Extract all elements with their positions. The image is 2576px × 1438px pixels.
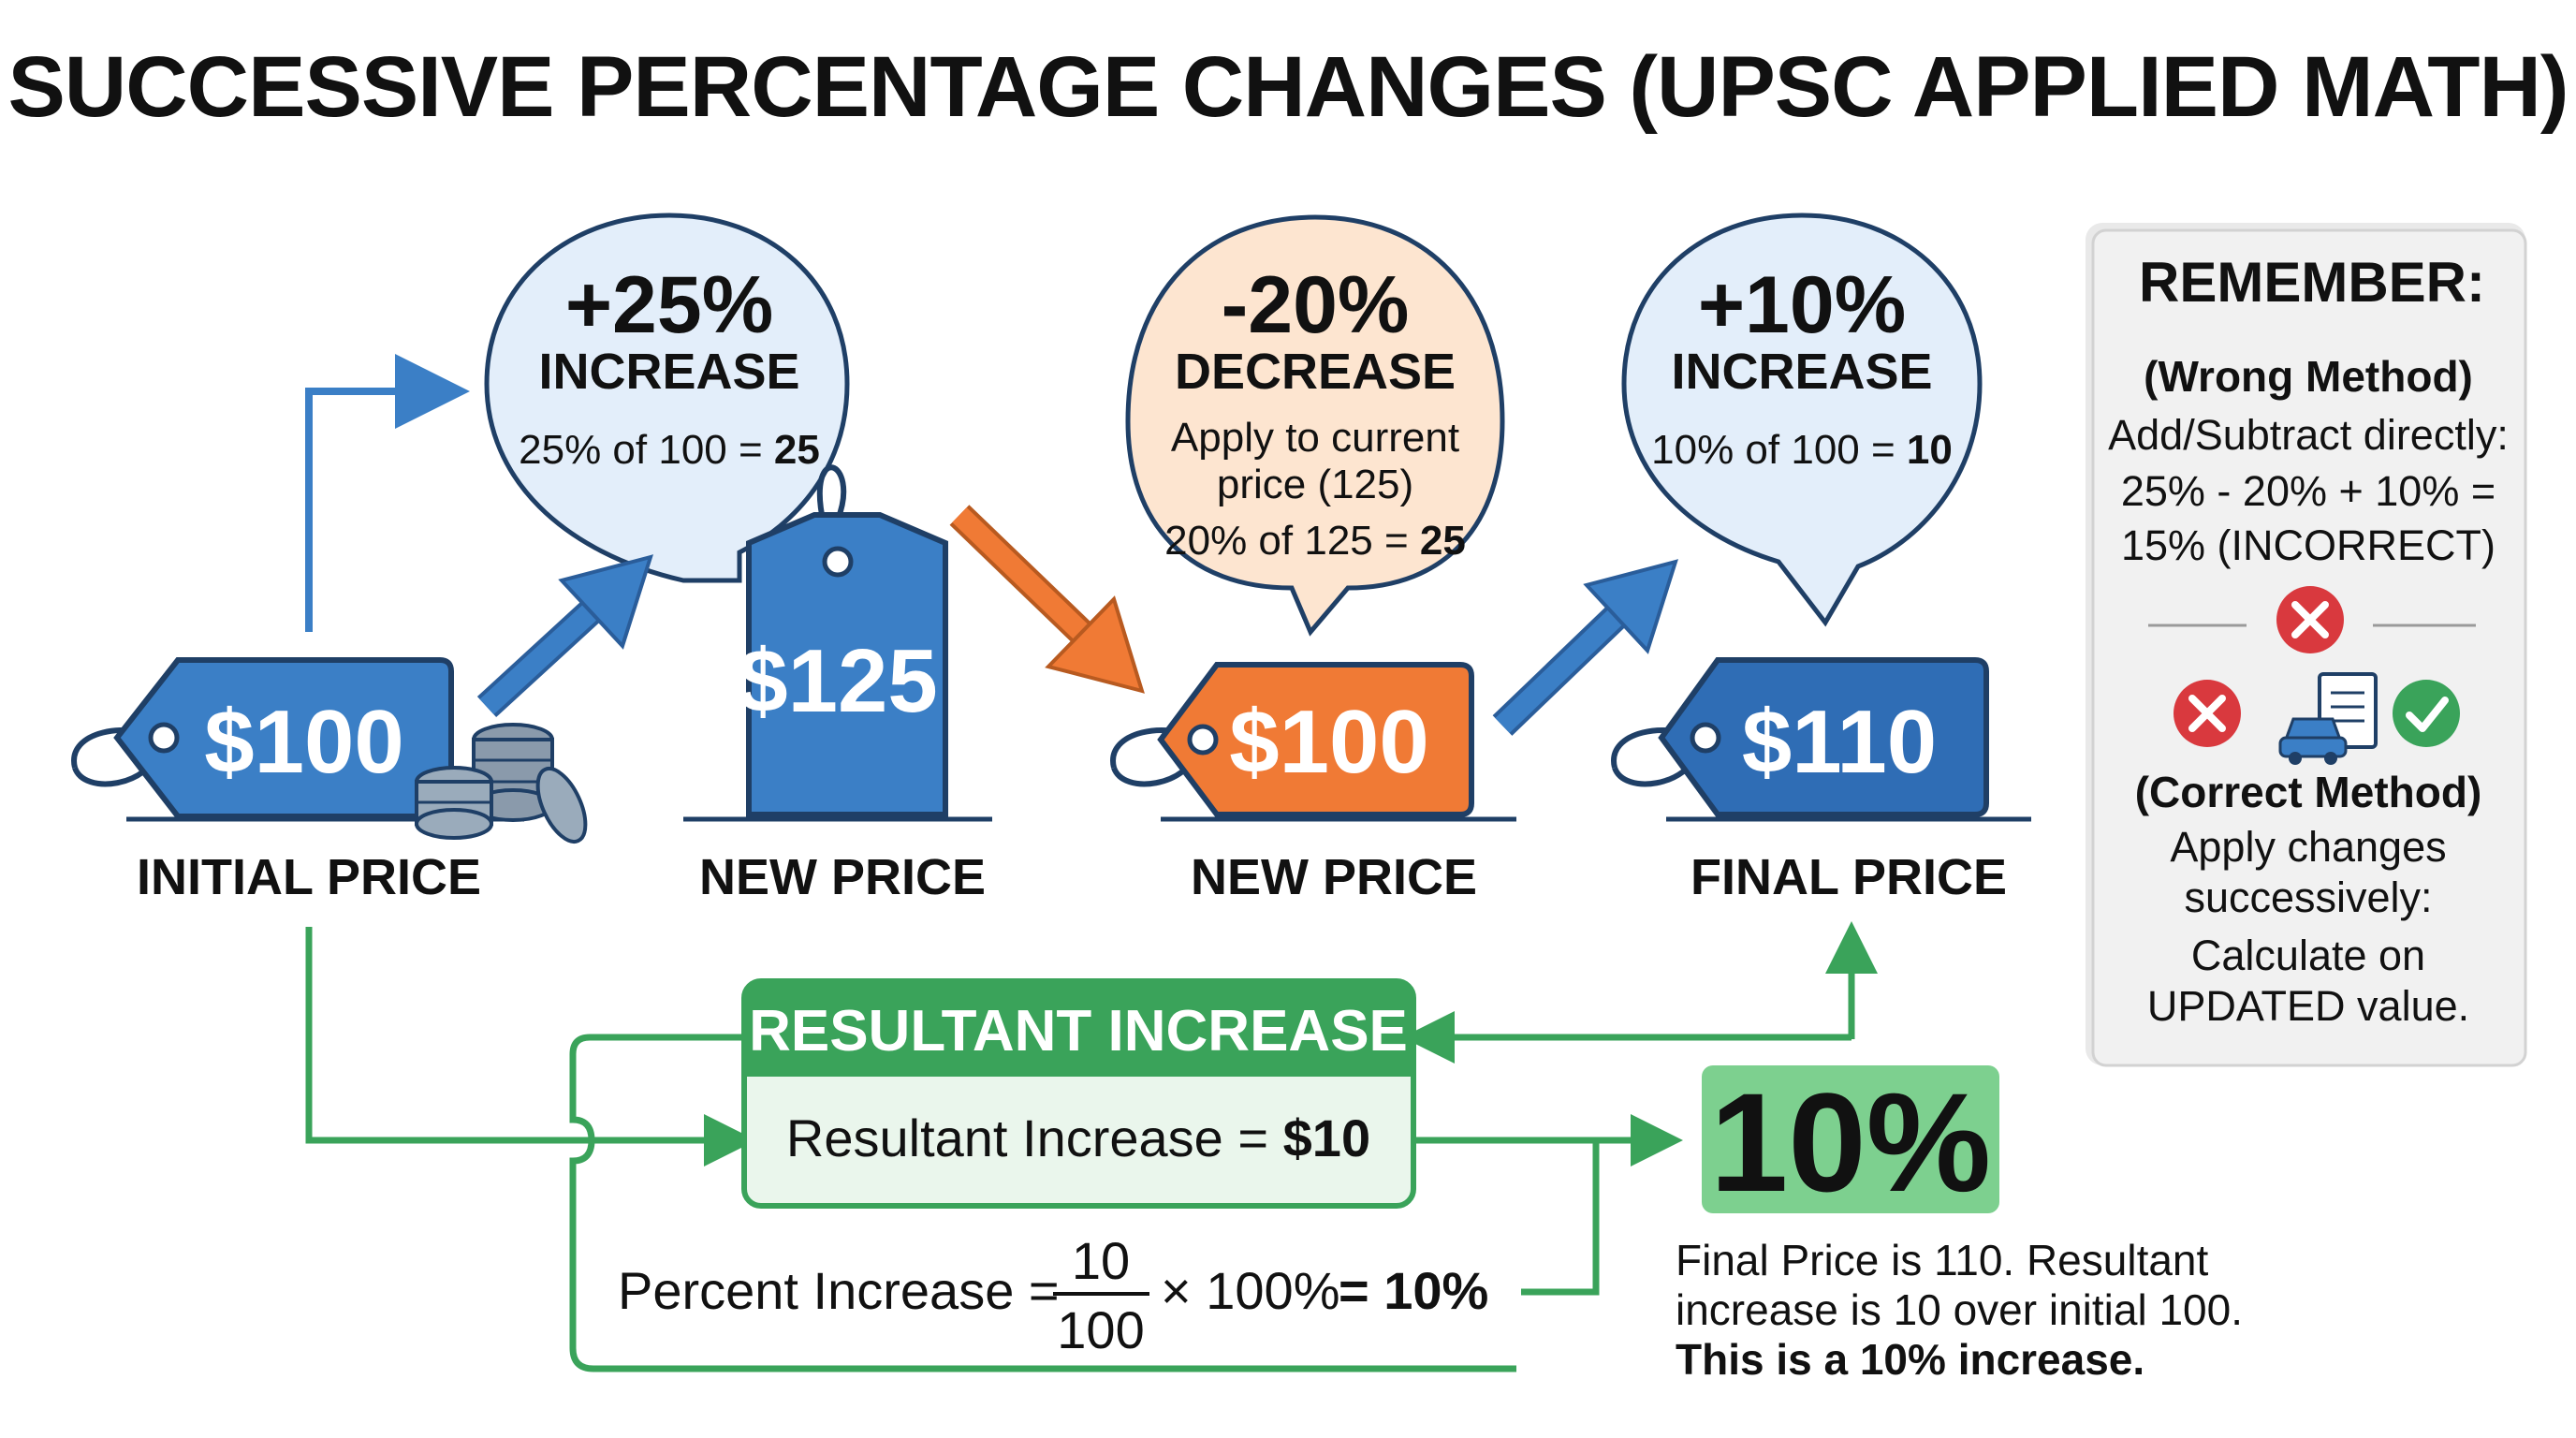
coin-stack-icon [415,723,588,844]
bubble-2-calc: 20% of 125 = 25 [1164,518,1466,564]
remember-panel: REMEMBER: (Wrong Method) Add/Subtract di… [2086,223,2527,1067]
x-icon [2276,586,2344,653]
page-title: SUCCESSIVE PERCENTAGE CHANGES (UPSC APPL… [7,39,2568,135]
price-tag-125-value: $125 [738,631,938,731]
diagonal-down-arrow-icon [949,505,1145,694]
price-tag-final: $110 [1611,657,1989,817]
bubble-2-label: DECREASE [1175,344,1456,400]
correct-method-line-3: Calculate on [2191,932,2425,979]
formula-prefix: Percent Increase = [618,1261,1060,1320]
label-new-price-2: NEW PRICE [1191,849,1477,905]
up-right-arrow-icon [305,354,470,632]
bubble-2-percent: -20% [1222,260,1410,350]
formula-numerator: 10 [1072,1231,1130,1290]
price-tag-new-125: $125 [738,464,948,817]
correct-method-line-1: Apply changes [2170,823,2446,871]
resultant-body: Resultant Increase = $10 [786,1108,1370,1167]
x-icon [2174,680,2241,747]
price-tag-initial: $100 [71,657,454,819]
bubble-1-calc: 25% of 100 = 25 [519,427,820,473]
price-tag-new-100: $100 [1110,662,1474,817]
diagonal-up-arrow-2-icon [1492,559,1678,736]
bubble-2-note-1: Apply to current [1171,415,1459,461]
formula-result: = 10% [1339,1261,1488,1320]
formula-denominator: 100 [1057,1300,1144,1359]
correct-method-line-2: successively: [2184,873,2432,921]
bubble-increase-25: +25% INCREASE 25% of 100 = 25 [484,213,850,583]
final-note-line-1: Final Price is 110. Resultant [1676,1236,2209,1284]
bubble-3-label: INCREASE [1671,344,1932,400]
final-note-line-2: increase is 10 over initial 100. [1676,1285,2243,1334]
bubble-3-percent: +10% [1698,260,1906,350]
correct-method-label: (Correct Method) [2135,768,2482,816]
price-tag-initial-value: $100 [204,692,404,792]
bubble-1-percent: +25% [565,260,773,350]
final-note-line-3: This is a 10% increase. [1676,1335,2144,1384]
label-initial-price: INITIAL PRICE [137,849,481,905]
result-badge: 10% [1702,1064,1999,1221]
result-badge-value: 10% [1710,1064,1991,1221]
remember-heading: REMEMBER: [2139,251,2485,314]
wrong-method-line-3: 15% (INCORRECT) [2121,521,2496,569]
bubble-1-label: INCREASE [538,344,799,400]
resultant-header: RESULTANT INCREASE [749,999,1408,1064]
price-tag-final-value: $110 [1742,692,1937,792]
wrong-method-label: (Wrong Method) [2144,352,2473,401]
diagonal-up-arrow-1-icon [476,554,653,718]
label-new-price-1: NEW PRICE [699,849,986,905]
formula-times: × 100% [1161,1261,1340,1320]
wrong-method-line-1: Add/Subtract directly: [2108,411,2509,459]
wrong-method-line-2: 25% - 20% + 10% = [2121,467,2496,515]
bubble-3-calc: 10% of 100 = 10 [1651,427,1953,473]
check-icon [2393,680,2460,747]
price-tag-new-100-value: $100 [1229,692,1429,792]
bubble-decrease-20: -20% DECREASE Apply to current price (12… [1125,214,1505,637]
label-final-price: FINAL PRICE [1690,849,2007,905]
resultant-increase-box: RESULTANT INCREASE Resultant Increase = … [741,978,1416,1209]
bubble-2-note-2: price (125) [1217,462,1413,507]
bubble-increase-10: +10% INCREASE 10% of 100 = 10 [1621,213,1983,627]
correct-method-line-4: UPDATED value. [2147,982,2469,1030]
green-connectors [305,921,1878,1372]
document-car-icon [2278,672,2378,765]
percent-increase-formula: Percent Increase = 10 100 × 100% = 10% [618,1231,1488,1359]
